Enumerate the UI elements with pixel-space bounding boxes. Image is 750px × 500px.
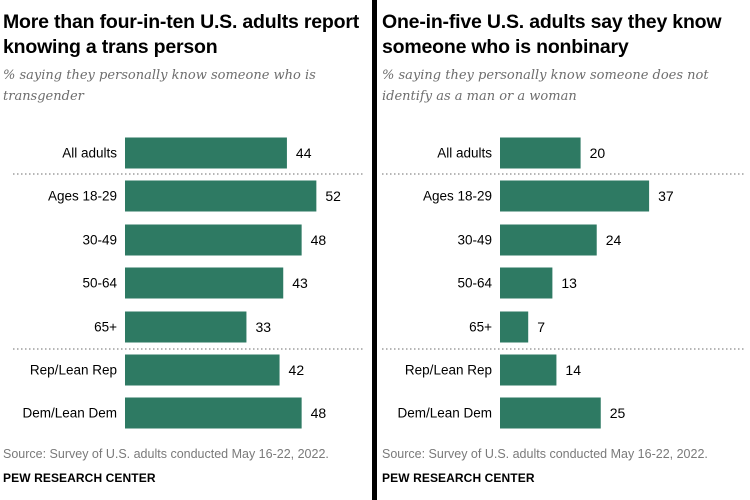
data-label: 14 <box>565 362 581 378</box>
data-label: 24 <box>606 232 622 248</box>
bar <box>500 137 581 169</box>
bar <box>125 180 317 212</box>
category-label: 30-49 <box>82 233 117 248</box>
category-label: 65+ <box>469 320 492 335</box>
category-label: 30-49 <box>457 233 492 248</box>
bar-chart-nonbinary: All adults 20 Ages 18-29 37 30-49 24 50-64 13 65… <box>382 137 744 429</box>
bar-chart-transgender: All adults 44 Ages 18-29 52 30-49 48 50-64 43 65… <box>13 137 364 429</box>
category-label: 65+ <box>94 320 117 335</box>
data-label: 13 <box>561 275 577 291</box>
panel-divider <box>372 0 377 500</box>
bar <box>125 224 302 256</box>
chart-panel-transgender: More than four-in-ten U.S. adults report… <box>0 0 372 500</box>
bar <box>500 354 557 386</box>
data-label: 20 <box>590 145 606 161</box>
org-credit: PEW RESEARCH CENTER <box>382 471 535 485</box>
category-label: Ages 18-29 <box>423 189 492 204</box>
chart-panel-nonbinary: One-in-five U.S. adults say they know so… <box>378 0 750 500</box>
category-label: Dem/Lean Dem <box>397 406 492 421</box>
source-note: Source: Survey of U.S. adults conducted … <box>3 447 329 461</box>
bar <box>125 397 302 429</box>
data-label: 48 <box>311 405 327 421</box>
category-label: 50-64 <box>457 276 492 291</box>
data-label: 7 <box>537 319 545 335</box>
category-label: Rep/Lean Rep <box>30 363 117 378</box>
bar <box>500 180 650 212</box>
data-label: 43 <box>292 275 308 291</box>
chart-title: One-in-five U.S. adults say they know so… <box>382 11 722 58</box>
data-label: 33 <box>255 319 271 335</box>
data-label: 48 <box>311 232 327 248</box>
bar <box>125 267 284 299</box>
chart-subtitle: % saying they personally know someone do… <box>382 68 709 104</box>
data-label: 37 <box>658 188 674 204</box>
category-label: 50-64 <box>82 276 117 291</box>
bar <box>500 267 553 299</box>
bar <box>500 311 529 343</box>
bar <box>125 311 247 343</box>
category-label: All adults <box>437 146 492 161</box>
chart-title: More than four-in-ten U.S. adults report… <box>3 11 359 58</box>
bar <box>125 354 280 386</box>
category-label: Dem/Lean Dem <box>22 406 117 421</box>
data-label: 42 <box>289 362 305 378</box>
chart-subtitle: % saying they personally know someone wh… <box>3 68 316 104</box>
data-label: 52 <box>325 188 341 204</box>
category-label: Ages 18-29 <box>48 189 117 204</box>
category-label: Rep/Lean Rep <box>405 363 492 378</box>
bar <box>125 137 287 169</box>
category-label: All adults <box>62 146 117 161</box>
bar <box>500 224 597 256</box>
data-label: 44 <box>296 145 312 161</box>
bar <box>500 397 601 429</box>
data-label: 25 <box>610 405 626 421</box>
source-note: Source: Survey of U.S. adults conducted … <box>382 447 708 461</box>
org-credit: PEW RESEARCH CENTER <box>3 471 156 485</box>
